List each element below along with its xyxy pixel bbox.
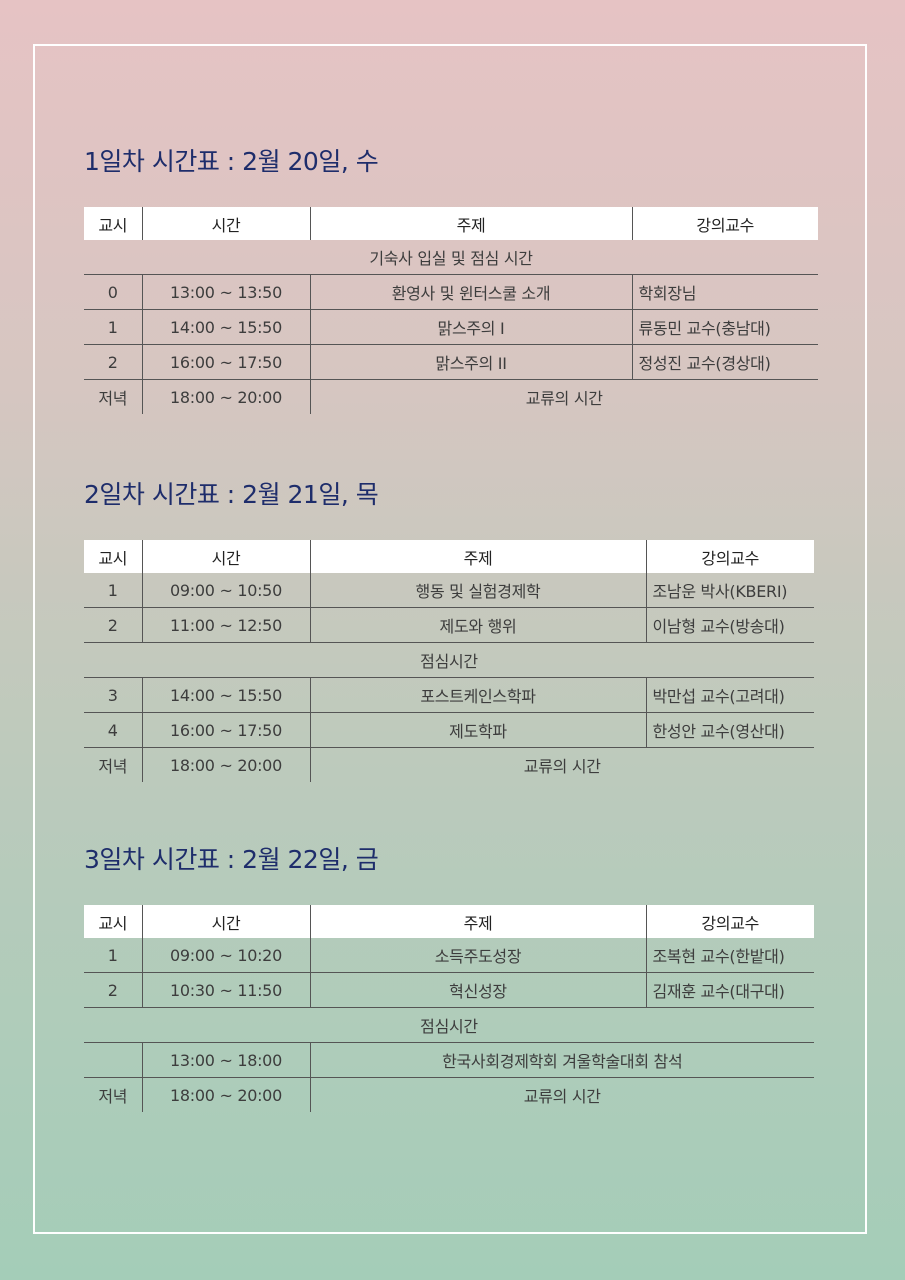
table-row: 13:00 ~ 18:00 한국사회경제학회 겨울학술대회 참석 bbox=[84, 1042, 814, 1078]
table-row: 3 14:00 ~ 15:50 포스트케인스학파 박만섭 교수(고려대) bbox=[84, 677, 814, 713]
table-row: 1 09:00 ~ 10:20 소득주도성장 조복현 교수(한밭대) bbox=[84, 938, 814, 973]
topic-cell: 혁신성장 bbox=[309, 972, 646, 1008]
day-2-schedule: 2일차 시간표 : 2월 21일, 목 교시 시간 주제 강의교수 1 09:00 ~ 10… bbox=[84, 475, 814, 782]
time-cell: 13:00 ~ 13:50 bbox=[141, 274, 310, 310]
period-cell: 저녁 bbox=[98, 757, 128, 776]
professor-cell: 조복현 교수(한밭대) bbox=[645, 938, 814, 973]
topic-cell: 포스트케인스학파 bbox=[309, 677, 646, 713]
table-row: 2 16:00 ~ 17:50 맑스주의 II 정성진 교수(경상대) bbox=[84, 344, 818, 380]
table-row: 1 14:00 ~ 15:50 맑스주의 I 류동민 교수(충남대) bbox=[84, 309, 818, 345]
schedule-table: 교시 시간 주제 강의교수 1 09:00 ~ 10:20 소득주도성장 조복현 교수(한밭대… bbox=[84, 905, 814, 1112]
time-cell: 16:00 ~ 17:50 bbox=[141, 712, 310, 748]
professor-cell: 정성진 교수(경상대) bbox=[631, 344, 818, 380]
table-row: 저녁 18:00 ~ 20:00 교류의 시간 bbox=[84, 1077, 814, 1112]
period-cell: 2 bbox=[84, 344, 142, 380]
day-title: 2일차 시간표 : 2월 21일, 목 bbox=[84, 480, 379, 509]
header-period: 교시 bbox=[84, 905, 142, 938]
table-row: 0 13:00 ~ 13:50 환영사 및 윈터스쿨 소개 학회장님 bbox=[84, 274, 818, 310]
header-topic: 주제 bbox=[309, 207, 632, 240]
topic-cell: 행동 및 실험경제학 bbox=[309, 573, 646, 608]
professor-cell: 류동민 교수(충남대) bbox=[631, 309, 818, 345]
header-period: 교시 bbox=[84, 207, 142, 240]
period-cell: 1 bbox=[84, 573, 142, 608]
topic-cell: 소득주도성장 bbox=[309, 938, 646, 973]
table-header-row: 교시 시간 주제 강의교수 bbox=[84, 207, 818, 240]
span-cell: 점심시간 bbox=[84, 1007, 814, 1043]
time-cell: 14:00 ~ 15:50 bbox=[141, 677, 310, 713]
time-cell: 18:00 ~ 20:00 bbox=[141, 747, 310, 782]
table-row: 4 16:00 ~ 17:50 제도학파 한성안 교수(영산대) bbox=[84, 712, 814, 748]
table-row: 점심시간 bbox=[84, 1007, 814, 1043]
period-cell: 3 bbox=[84, 677, 142, 713]
period-cell: 1 bbox=[84, 938, 142, 973]
topic-cell: 제도학파 bbox=[309, 712, 646, 748]
time-cell: 16:00 ~ 17:50 bbox=[141, 344, 310, 380]
professor-cell: 조남운 박사(KBERI) bbox=[645, 573, 814, 608]
day-title: 3일차 시간표 : 2월 22일, 금 bbox=[84, 845, 379, 874]
header-time: 시간 bbox=[141, 540, 310, 573]
period-cell bbox=[84, 1042, 142, 1078]
header-professor: 강의교수 bbox=[631, 207, 818, 240]
table-row: 점심시간 bbox=[84, 642, 814, 678]
schedule-table: 교시 시간 주제 강의교수 1 09:00 ~ 10:50 행동 및 실험경제학 조남운 박사… bbox=[84, 540, 814, 782]
table-header-row: 교시 시간 주제 강의교수 bbox=[84, 540, 814, 573]
period-cell: 2 bbox=[84, 607, 142, 643]
table-row: 1 09:00 ~ 10:50 행동 및 실험경제학 조남운 박사(KBERI) bbox=[84, 573, 814, 608]
time-cell: 09:00 ~ 10:20 bbox=[141, 938, 310, 973]
topic-cell: 교류의 시간 bbox=[309, 379, 818, 414]
header-professor: 강의교수 bbox=[645, 905, 814, 938]
header-time: 시간 bbox=[141, 905, 310, 938]
time-cell: 14:00 ~ 15:50 bbox=[141, 309, 310, 345]
span-cell: 기숙사 입실 및 점심 시간 bbox=[84, 240, 818, 275]
header-period: 교시 bbox=[84, 540, 142, 573]
day-3-schedule: 3일차 시간표 : 2월 22일, 금 교시 시간 주제 강의교수 1 09:00 ~ 10… bbox=[84, 840, 814, 1112]
table-row: 2 11:00 ~ 12:50 제도와 행위 이남형 교수(방송대) bbox=[84, 607, 814, 643]
period-cell: 0 bbox=[84, 274, 142, 310]
header-topic: 주제 bbox=[309, 905, 646, 938]
table-header-row: 교시 시간 주제 강의교수 bbox=[84, 905, 814, 938]
time-cell: 18:00 ~ 20:00 bbox=[141, 1077, 310, 1112]
period-cell: 2 bbox=[84, 972, 142, 1008]
table-row: 2 10:30 ~ 11:50 혁신성장 김재훈 교수(대구대) bbox=[84, 972, 814, 1008]
time-cell: 13:00 ~ 18:00 bbox=[141, 1042, 310, 1078]
header-topic: 주제 bbox=[309, 540, 646, 573]
topic-cell: 제도와 행위 bbox=[309, 607, 646, 643]
time-cell: 11:00 ~ 12:50 bbox=[141, 607, 310, 643]
header-time: 시간 bbox=[141, 207, 310, 240]
professor-cell: 박만섭 교수(고려대) bbox=[645, 677, 814, 713]
time-cell: 10:30 ~ 11:50 bbox=[141, 972, 310, 1008]
topic-cell: 맑스주의 I bbox=[309, 309, 632, 345]
period-cell: 저녁 bbox=[98, 1087, 128, 1106]
professor-cell: 한성안 교수(영산대) bbox=[645, 712, 814, 748]
span-cell: 점심시간 bbox=[84, 642, 814, 678]
table-row: 저녁 18:00 ~ 20:00 교류의 시간 bbox=[84, 747, 814, 782]
topic-cell: 맑스주의 II bbox=[309, 344, 632, 380]
table-row: 저녁 18:00 ~ 20:00 교류의 시간 bbox=[84, 379, 818, 414]
professor-cell: 김재훈 교수(대구대) bbox=[645, 972, 814, 1008]
topic-cell: 교류의 시간 bbox=[309, 1077, 814, 1112]
professor-cell: 이남형 교수(방송대) bbox=[645, 607, 814, 643]
period-cell: 4 bbox=[84, 712, 142, 748]
time-cell: 18:00 ~ 20:00 bbox=[141, 379, 310, 414]
topic-cell: 교류의 시간 bbox=[309, 747, 814, 782]
table-row: 기숙사 입실 및 점심 시간 bbox=[84, 240, 818, 275]
header-professor: 강의교수 bbox=[645, 540, 814, 573]
page-frame bbox=[33, 44, 867, 1234]
time-cell: 09:00 ~ 10:50 bbox=[141, 573, 310, 608]
topic-cell: 환영사 및 윈터스쿨 소개 bbox=[309, 274, 632, 310]
period-cell: 1 bbox=[84, 309, 142, 345]
schedule-table: 교시 시간 주제 강의교수 기숙사 입실 및 점심 시간 0 13:00 ~ 13:50 환영… bbox=[84, 207, 818, 414]
topic-cell: 한국사회경제학회 겨울학술대회 참석 bbox=[309, 1042, 814, 1078]
period-cell: 저녁 bbox=[98, 389, 128, 408]
professor-cell: 학회장님 bbox=[631, 274, 818, 310]
day-title: 1일차 시간표 : 2월 20일, 수 bbox=[84, 147, 379, 176]
